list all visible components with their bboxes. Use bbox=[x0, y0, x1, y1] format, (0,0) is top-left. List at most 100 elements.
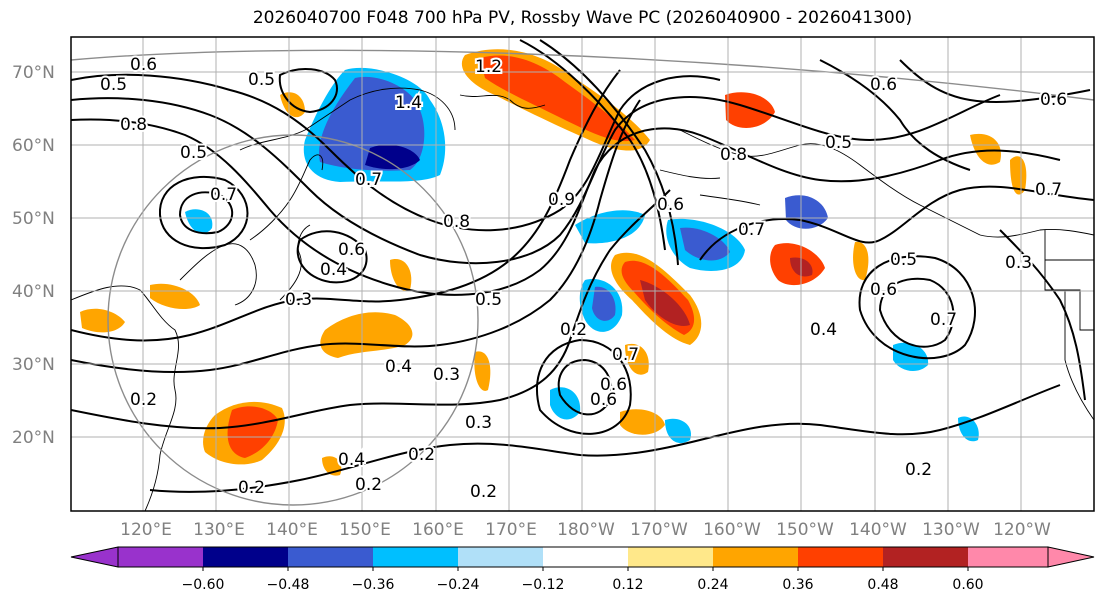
pv-contour bbox=[858, 255, 976, 360]
contour-label: 0.6 bbox=[1040, 90, 1067, 110]
colorbar-segment bbox=[543, 547, 628, 567]
contour-label: 0.6 bbox=[870, 75, 897, 95]
negative-anomaly-shade bbox=[575, 210, 645, 244]
great-circles bbox=[71, 49, 1094, 506]
contour-label: 1.2 bbox=[475, 57, 502, 77]
colorbar-tick-label: 0.60 bbox=[952, 577, 983, 593]
contour-label: 0.2 bbox=[408, 445, 435, 465]
pv-contour bbox=[539, 39, 679, 266]
colorbar-tick-label: −0.36 bbox=[352, 577, 395, 593]
lon-label: 180°W bbox=[557, 520, 615, 540]
latitude-labels: 70°N 60°N 50°N 40°N 30°N 20°N bbox=[12, 63, 55, 448]
lon-label: 170°W bbox=[630, 520, 688, 540]
lon-label: 170°E bbox=[485, 520, 537, 540]
colorbar-frame bbox=[117, 546, 1049, 568]
colorbar: −0.60 −0.48 −0.36 −0.24 −0.12 0.12 0.24 … bbox=[70, 546, 1095, 593]
colorbar-segment bbox=[118, 547, 203, 567]
contour-label: 0.7 bbox=[210, 185, 237, 205]
colorbar-segment bbox=[798, 547, 883, 567]
contour-label: 0.2 bbox=[905, 460, 932, 480]
contour-label: 1.4 bbox=[395, 93, 422, 113]
contour-label: 0.6 bbox=[657, 195, 684, 215]
colorbar-tick-label: 0.48 bbox=[867, 577, 898, 593]
pv-contour bbox=[158, 175, 249, 250]
contour-label: 0.7 bbox=[738, 220, 765, 240]
contour-label: 0.7 bbox=[930, 310, 957, 330]
contour-label: 0.6 bbox=[130, 55, 157, 75]
colorbar-segment bbox=[968, 547, 1048, 567]
lat-label: 20°N bbox=[12, 428, 55, 448]
colorbar-tick-label: −0.24 bbox=[437, 577, 480, 593]
coastline bbox=[71, 285, 179, 511]
positive-anomaly-shade bbox=[625, 343, 649, 375]
positive-anomaly-shade bbox=[80, 308, 125, 333]
lon-label: 150°E bbox=[339, 520, 391, 540]
pv-contour bbox=[71, 118, 1061, 296]
map-title: 2026040700 F048 700 hPa PV, Rossby Wave … bbox=[252, 8, 913, 28]
pv-contour bbox=[149, 384, 1061, 493]
colorbar-segment bbox=[883, 547, 968, 567]
lon-label: 130°W bbox=[922, 520, 980, 540]
colorbar-segment bbox=[628, 547, 713, 567]
graticule bbox=[71, 37, 1094, 511]
contour-label: 0.2 bbox=[355, 475, 382, 495]
positive-anomaly-shade bbox=[620, 409, 665, 435]
colorbar-tick-label: 0.24 bbox=[697, 577, 728, 593]
coastline bbox=[239, 87, 456, 151]
lat-label: 30°N bbox=[12, 355, 55, 375]
contour-label: 0.4 bbox=[338, 450, 365, 470]
pv-contour bbox=[899, 59, 1091, 103]
positive-anomaly-shade bbox=[227, 406, 278, 458]
colorbar-segment bbox=[288, 547, 373, 567]
positive-anomaly-shade bbox=[970, 133, 1001, 165]
contour-label: 0.6 bbox=[338, 240, 365, 260]
contour-label: 0.6 bbox=[590, 390, 617, 410]
contour-label: 0.4 bbox=[385, 357, 412, 377]
lon-label: 130°E bbox=[193, 520, 245, 540]
coastline bbox=[699, 194, 761, 206]
contour-label: 0.8 bbox=[120, 115, 147, 135]
positive-anomaly-shade bbox=[320, 312, 413, 358]
lon-label: 160°W bbox=[703, 520, 761, 540]
pv-contour bbox=[535, 338, 632, 435]
coastline bbox=[979, 229, 1094, 238]
longitude-labels: 120°E 130°E 140°E 150°E 160°E 170°E 180°… bbox=[120, 520, 1051, 540]
contour-label: 0.8 bbox=[443, 212, 470, 232]
colorbar-tick-label: −0.12 bbox=[522, 577, 565, 593]
contour-label: 0.3 bbox=[465, 413, 492, 433]
contour-label: 0.4 bbox=[810, 320, 837, 340]
colorbar-tick-label: −0.60 bbox=[182, 577, 225, 593]
contour-label: 0.5 bbox=[890, 250, 917, 270]
pv-contour bbox=[71, 73, 721, 232]
coastline bbox=[1044, 230, 1094, 331]
colorbar-segment bbox=[373, 547, 458, 567]
coastline bbox=[679, 129, 981, 236]
contour-label: 0.3 bbox=[1005, 253, 1032, 273]
positive-anomaly-shade bbox=[150, 283, 200, 310]
pv-contour bbox=[519, 39, 666, 251]
pv-contour bbox=[71, 69, 621, 342]
lat-label: 60°N bbox=[12, 136, 55, 156]
contour-label: 0.5 bbox=[180, 143, 207, 163]
lon-label: 120°W bbox=[993, 520, 1051, 540]
pv-contour bbox=[999, 229, 1086, 401]
pv-contour bbox=[878, 277, 955, 348]
contour-label: 0.3 bbox=[285, 290, 312, 310]
contour-label: 0.2 bbox=[130, 390, 157, 410]
lat-label: 70°N bbox=[12, 63, 55, 83]
coastline bbox=[659, 169, 721, 179]
positive-anomaly-shade bbox=[1010, 156, 1027, 195]
pv-contours bbox=[71, 39, 1094, 493]
great-circle bbox=[71, 49, 1094, 101]
pv-contour bbox=[178, 191, 234, 235]
colorbar-tick-label: 0.12 bbox=[612, 577, 643, 593]
contour-labels: 0.5 0.6 0.5 0.8 0.7 0.5 0.7 0.4 0.6 0.4 … bbox=[98, 53, 1069, 504]
negative-anomaly-shade bbox=[365, 144, 420, 170]
pv-contour bbox=[819, 59, 971, 171]
contour-label: 0.5 bbox=[475, 290, 502, 310]
pv-contour bbox=[71, 189, 671, 430]
contour-label: 0.7 bbox=[355, 170, 382, 190]
positive-anomaly-shade bbox=[480, 55, 635, 142]
pv-contour bbox=[71, 94, 1001, 265]
